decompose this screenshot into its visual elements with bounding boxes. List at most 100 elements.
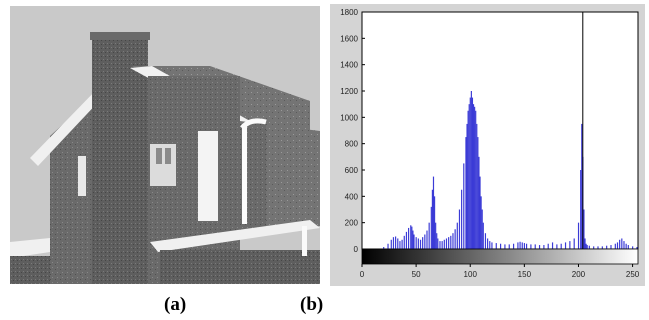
histogram-bar bbox=[432, 176, 435, 249]
histogram-bar bbox=[508, 244, 510, 249]
histogram-chart: 0 200 400 600 800 1000 1200 1400 1600 1800 0 50 100… bbox=[340, 8, 640, 279]
grayscale-colorbar bbox=[361, 248, 639, 265]
histogram-bar bbox=[479, 176, 481, 249]
histogram-bar bbox=[445, 238, 448, 249]
histogram-bar bbox=[463, 163, 465, 249]
histogram-bar bbox=[475, 110, 477, 249]
house-grayscale-image bbox=[10, 6, 320, 284]
histogram-bar bbox=[476, 123, 478, 249]
histogram-bar bbox=[556, 244, 558, 249]
histogram-bar bbox=[523, 243, 525, 249]
histogram-bar bbox=[395, 236, 397, 249]
histogram-bar bbox=[390, 239, 392, 249]
histogram-bar bbox=[538, 245, 541, 249]
histogram-bar bbox=[469, 97, 471, 249]
gutter bbox=[240, 118, 267, 130]
histogram-bar bbox=[419, 239, 422, 249]
histogram-bar bbox=[437, 238, 439, 249]
histogram-bar bbox=[466, 123, 468, 249]
histogram-bar bbox=[593, 246, 595, 249]
histogram-bar bbox=[581, 123, 583, 249]
histogram-bar bbox=[584, 238, 586, 249]
histogram-bar bbox=[525, 243, 528, 249]
house-photo bbox=[10, 6, 320, 284]
histogram-bar bbox=[491, 242, 493, 249]
histogram-bar bbox=[439, 241, 441, 249]
y-tick-label: 600 bbox=[345, 166, 359, 175]
chimney-cap bbox=[90, 32, 150, 40]
y-tick-label: 0 bbox=[354, 245, 359, 254]
histogram-bar bbox=[481, 209, 483, 249]
histogram-bar bbox=[403, 235, 405, 249]
histogram-bar bbox=[500, 243, 502, 249]
histogram-bar bbox=[487, 238, 489, 249]
histogram-bar bbox=[597, 246, 599, 249]
histogram-bar bbox=[401, 239, 403, 249]
center-window bbox=[150, 144, 176, 186]
histogram-bar bbox=[616, 242, 619, 249]
histogram-bar bbox=[450, 235, 452, 249]
histogram-bar bbox=[428, 222, 430, 249]
histogram-bar bbox=[489, 241, 491, 249]
histogram-bar bbox=[399, 241, 401, 249]
histogram-bar bbox=[484, 233, 487, 249]
histogram-bar bbox=[495, 243, 497, 249]
histogram-bar bbox=[534, 244, 536, 249]
caption-a: (a) bbox=[164, 294, 187, 315]
y-tick-label: 1200 bbox=[340, 87, 358, 96]
histogram-bar bbox=[551, 242, 554, 249]
histogram-bar bbox=[461, 189, 463, 249]
histogram-bar bbox=[387, 243, 389, 249]
right-wall bbox=[236, 124, 266, 234]
histogram-bar bbox=[521, 242, 523, 249]
histogram-bar bbox=[623, 241, 625, 249]
histogram-bar bbox=[482, 222, 484, 249]
histogram-panel: 0 200 400 600 800 1000 1200 1400 1600 1800 0 50 100… bbox=[330, 4, 645, 286]
histogram-bar bbox=[458, 209, 461, 249]
histogram-bar bbox=[452, 233, 454, 249]
y-tick-label: 1400 bbox=[340, 61, 358, 70]
histogram-bar bbox=[547, 243, 549, 249]
histogram-bar bbox=[467, 110, 469, 249]
y-tick-label: 1600 bbox=[340, 34, 358, 43]
plot-area bbox=[361, 11, 639, 250]
left-window bbox=[78, 156, 86, 196]
histogram-bar bbox=[585, 243, 587, 249]
y-tick-label: 800 bbox=[345, 140, 359, 149]
histogram-bar bbox=[619, 239, 621, 249]
histogram-bar bbox=[627, 245, 629, 249]
histogram-bar bbox=[383, 247, 385, 249]
histogram-bar bbox=[397, 238, 399, 249]
histogram-bar bbox=[435, 222, 437, 249]
histogram-bar bbox=[573, 238, 575, 249]
histogram-bar bbox=[477, 137, 479, 249]
left-eave bbox=[30, 86, 102, 166]
histogram-bar bbox=[478, 156, 480, 249]
x-tick-label: 100 bbox=[464, 270, 478, 279]
y-tick-label: 200 bbox=[345, 219, 359, 228]
x-tick-label: 250 bbox=[626, 270, 640, 279]
histogram-bar bbox=[564, 242, 567, 249]
histogram-bar bbox=[410, 225, 412, 249]
downspout bbox=[242, 124, 247, 224]
histogram-bar bbox=[606, 245, 608, 249]
histogram-bar bbox=[392, 237, 395, 249]
lower-eave bbox=[150, 220, 320, 252]
histogram-bar bbox=[412, 230, 414, 249]
histogram-bar bbox=[436, 233, 438, 249]
histogram-bar bbox=[471, 97, 474, 249]
histogram-bar bbox=[424, 234, 426, 249]
histogram-bar bbox=[610, 245, 612, 249]
histogram-bar bbox=[543, 245, 545, 249]
histogram-bar bbox=[426, 230, 428, 249]
histogram-bar bbox=[601, 246, 603, 249]
histogram-bar bbox=[456, 222, 458, 249]
histogram-bar bbox=[588, 245, 590, 249]
histogram-bar bbox=[504, 244, 506, 249]
histogram-bar bbox=[480, 196, 482, 249]
histogram-bar bbox=[636, 247, 638, 249]
histogram-bar bbox=[517, 242, 519, 249]
histogram-bar bbox=[408, 227, 410, 249]
histogram-bar bbox=[448, 237, 450, 249]
histogram-bar bbox=[431, 189, 433, 249]
